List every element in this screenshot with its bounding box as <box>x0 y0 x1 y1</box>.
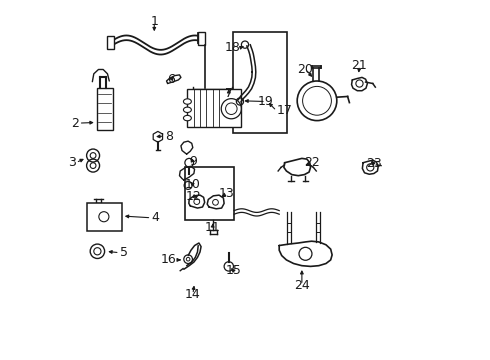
Text: 14: 14 <box>185 288 201 301</box>
Text: 19: 19 <box>258 95 274 108</box>
Text: 2: 2 <box>71 117 79 130</box>
Text: 21: 21 <box>352 59 368 72</box>
Text: 22: 22 <box>304 156 319 169</box>
Text: 8: 8 <box>165 130 173 143</box>
Bar <box>97 88 113 130</box>
Text: 17: 17 <box>277 104 293 117</box>
Bar <box>187 89 241 127</box>
Text: 1: 1 <box>150 15 158 28</box>
Text: 4: 4 <box>151 211 159 224</box>
Text: 20: 20 <box>297 63 314 76</box>
Bar <box>87 203 122 231</box>
Text: 3: 3 <box>68 156 76 169</box>
Text: 15: 15 <box>225 264 242 277</box>
Text: 11: 11 <box>205 221 220 234</box>
Bar <box>185 167 234 220</box>
Text: 23: 23 <box>366 157 382 170</box>
Bar <box>107 36 114 49</box>
Text: 10: 10 <box>185 178 201 191</box>
Text: 13: 13 <box>219 187 234 200</box>
Ellipse shape <box>183 107 192 112</box>
Text: 9: 9 <box>189 156 197 168</box>
Text: 7: 7 <box>225 87 233 100</box>
Text: 18: 18 <box>225 41 241 54</box>
Ellipse shape <box>183 99 192 104</box>
Bar <box>233 32 287 133</box>
Ellipse shape <box>183 115 192 121</box>
Text: 6: 6 <box>167 73 175 86</box>
Text: 5: 5 <box>120 246 128 259</box>
Text: 16: 16 <box>161 253 176 266</box>
Bar <box>198 32 205 45</box>
Text: 12: 12 <box>186 190 202 203</box>
Text: 24: 24 <box>294 279 310 292</box>
